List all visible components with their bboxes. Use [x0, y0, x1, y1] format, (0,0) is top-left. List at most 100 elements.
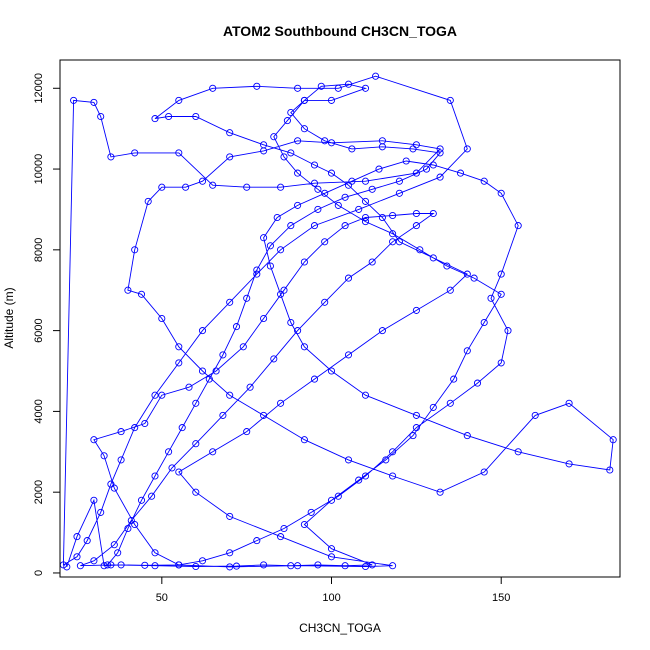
data-point — [175, 468, 183, 476]
data-point — [361, 218, 370, 226]
data-point — [327, 169, 336, 177]
data-point — [182, 183, 190, 191]
data-point — [266, 262, 274, 270]
data-point — [348, 177, 356, 185]
data-point — [232, 323, 241, 331]
data-point — [287, 318, 295, 327]
data-point — [131, 424, 139, 432]
data-point — [378, 327, 386, 335]
data-point — [192, 440, 200, 448]
data-point — [192, 399, 200, 407]
data-point — [361, 391, 370, 399]
y-tick-label: 10000 — [33, 154, 45, 185]
data-point — [327, 139, 336, 147]
data-point — [178, 424, 186, 432]
data-point — [416, 246, 424, 254]
data-point — [151, 549, 159, 557]
data-point — [253, 270, 261, 278]
data-point — [239, 343, 247, 351]
data-point — [361, 197, 370, 205]
data-point — [463, 145, 471, 153]
data-point — [565, 460, 573, 468]
data-point — [344, 80, 353, 88]
data-point — [114, 549, 122, 557]
data-point — [344, 456, 353, 464]
data-point — [389, 211, 397, 220]
data-point — [436, 145, 444, 153]
data-point — [287, 149, 295, 157]
series-line — [62, 75, 614, 568]
data-point — [192, 112, 200, 121]
data-point — [294, 84, 302, 92]
data-point — [148, 492, 156, 500]
data-point — [412, 424, 420, 432]
data-point — [273, 213, 281, 222]
data-point — [280, 524, 288, 533]
data-point — [378, 143, 386, 151]
data-point — [100, 562, 108, 570]
data-point — [327, 96, 336, 104]
data-point — [412, 169, 420, 177]
data-point — [378, 213, 386, 222]
data-point — [344, 274, 353, 282]
data-point — [144, 197, 152, 205]
data-point — [107, 561, 115, 569]
data-point — [334, 84, 342, 92]
data-point — [310, 222, 319, 230]
data-point — [226, 512, 234, 520]
data-point — [226, 298, 234, 306]
data-point — [321, 298, 329, 306]
data-point — [321, 137, 329, 145]
data-point — [175, 343, 183, 351]
data-point — [300, 520, 308, 529]
data-point — [260, 411, 268, 419]
x-axis-label: CH3CN_TOGA — [299, 621, 381, 635]
data-point — [314, 561, 322, 569]
data-point — [294, 137, 302, 145]
data-point — [151, 472, 159, 480]
data-point — [514, 222, 522, 230]
x-tick-label: 150 — [492, 592, 510, 604]
data-point — [355, 476, 363, 484]
data-point — [446, 286, 454, 294]
data-point — [389, 562, 397, 570]
data-point — [429, 209, 437, 218]
data-point — [429, 254, 437, 262]
data-point — [253, 266, 261, 274]
data-point — [246, 383, 254, 391]
data-point — [422, 165, 431, 173]
data-point — [124, 286, 132, 294]
data-point — [341, 193, 349, 201]
data-point — [389, 238, 397, 246]
data-point — [158, 314, 166, 323]
data-point — [463, 270, 471, 278]
data-point — [497, 290, 505, 298]
data-point — [107, 153, 115, 161]
data-point — [90, 557, 98, 565]
data-point — [368, 258, 376, 266]
data-point — [209, 448, 217, 456]
data-point — [168, 464, 176, 472]
data-point — [412, 411, 420, 419]
data-point — [606, 466, 614, 474]
data-point — [480, 318, 488, 327]
data-point — [243, 183, 251, 191]
data-point — [226, 549, 234, 557]
data-point — [97, 508, 105, 516]
data-point — [73, 553, 81, 561]
x-axis: 50 100 150 — [156, 576, 510, 604]
data-point — [368, 561, 376, 569]
data-point — [209, 181, 217, 189]
data-point — [198, 177, 207, 185]
data-point — [151, 562, 159, 570]
data-point — [97, 112, 105, 121]
data-point — [565, 399, 573, 407]
y-tick-label: 2000 — [33, 480, 45, 504]
data-point — [361, 213, 370, 222]
data-point — [327, 553, 336, 561]
data-point — [209, 84, 217, 92]
series-layer — [59, 72, 617, 571]
data-point — [497, 359, 505, 367]
data-point — [260, 234, 268, 242]
data-point — [226, 129, 234, 137]
